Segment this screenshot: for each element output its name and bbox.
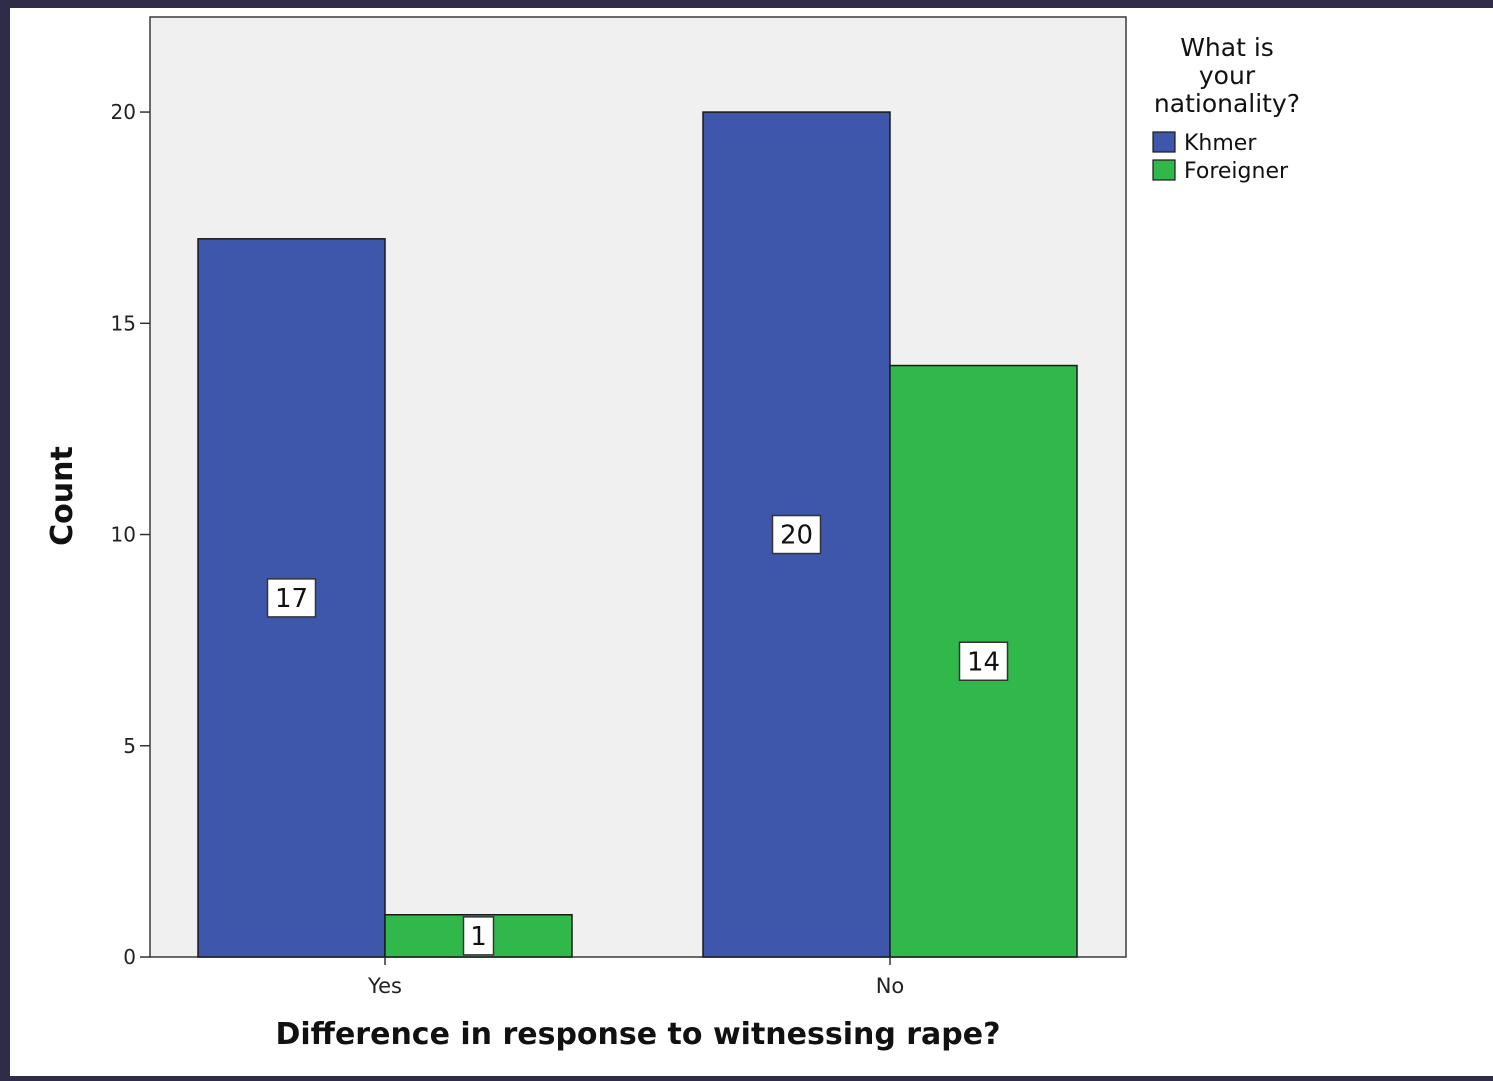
y-tick-label: 10 xyxy=(111,523,136,547)
data-label-box xyxy=(771,514,822,555)
data-label-box xyxy=(266,578,317,618)
y-tick-label: 15 xyxy=(111,311,136,335)
data-label: 20 xyxy=(780,521,813,551)
data-label-box xyxy=(462,916,495,956)
chart-canvas: 0 5 10 15 20 Yes No 17 1 20 14 Count Difference i… xyxy=(10,8,1493,1076)
data-label: 14 xyxy=(967,647,1000,677)
y-tick-label: 0 xyxy=(123,945,136,969)
legend-swatch-foreigner xyxy=(1152,159,1176,181)
legend-swatch-khmer xyxy=(1152,131,1176,153)
x-tick-label: No xyxy=(876,974,905,998)
legend-title-line: What is xyxy=(1180,33,1274,62)
data-label-box xyxy=(958,641,1009,682)
y-axis-label: Count xyxy=(45,446,80,546)
legend-title-line: nationality? xyxy=(1154,89,1300,118)
bar-chart: 0 5 10 15 20 Yes No 17 1 20 14 Count Difference i… xyxy=(45,16,1300,1052)
x-tick-label: Yes xyxy=(367,974,402,998)
data-label: 1 xyxy=(470,922,487,952)
legend-title-line: your xyxy=(1199,61,1256,90)
y-tick-label: 5 xyxy=(123,734,136,758)
legend-label-foreigner: Foreigner xyxy=(1184,159,1289,184)
y-tick-label: 20 xyxy=(111,100,136,124)
x-axis-label: Difference in response to witnessing rap… xyxy=(275,1017,1000,1052)
legend-label-khmer: Khmer xyxy=(1184,131,1257,156)
data-label: 17 xyxy=(275,584,308,614)
